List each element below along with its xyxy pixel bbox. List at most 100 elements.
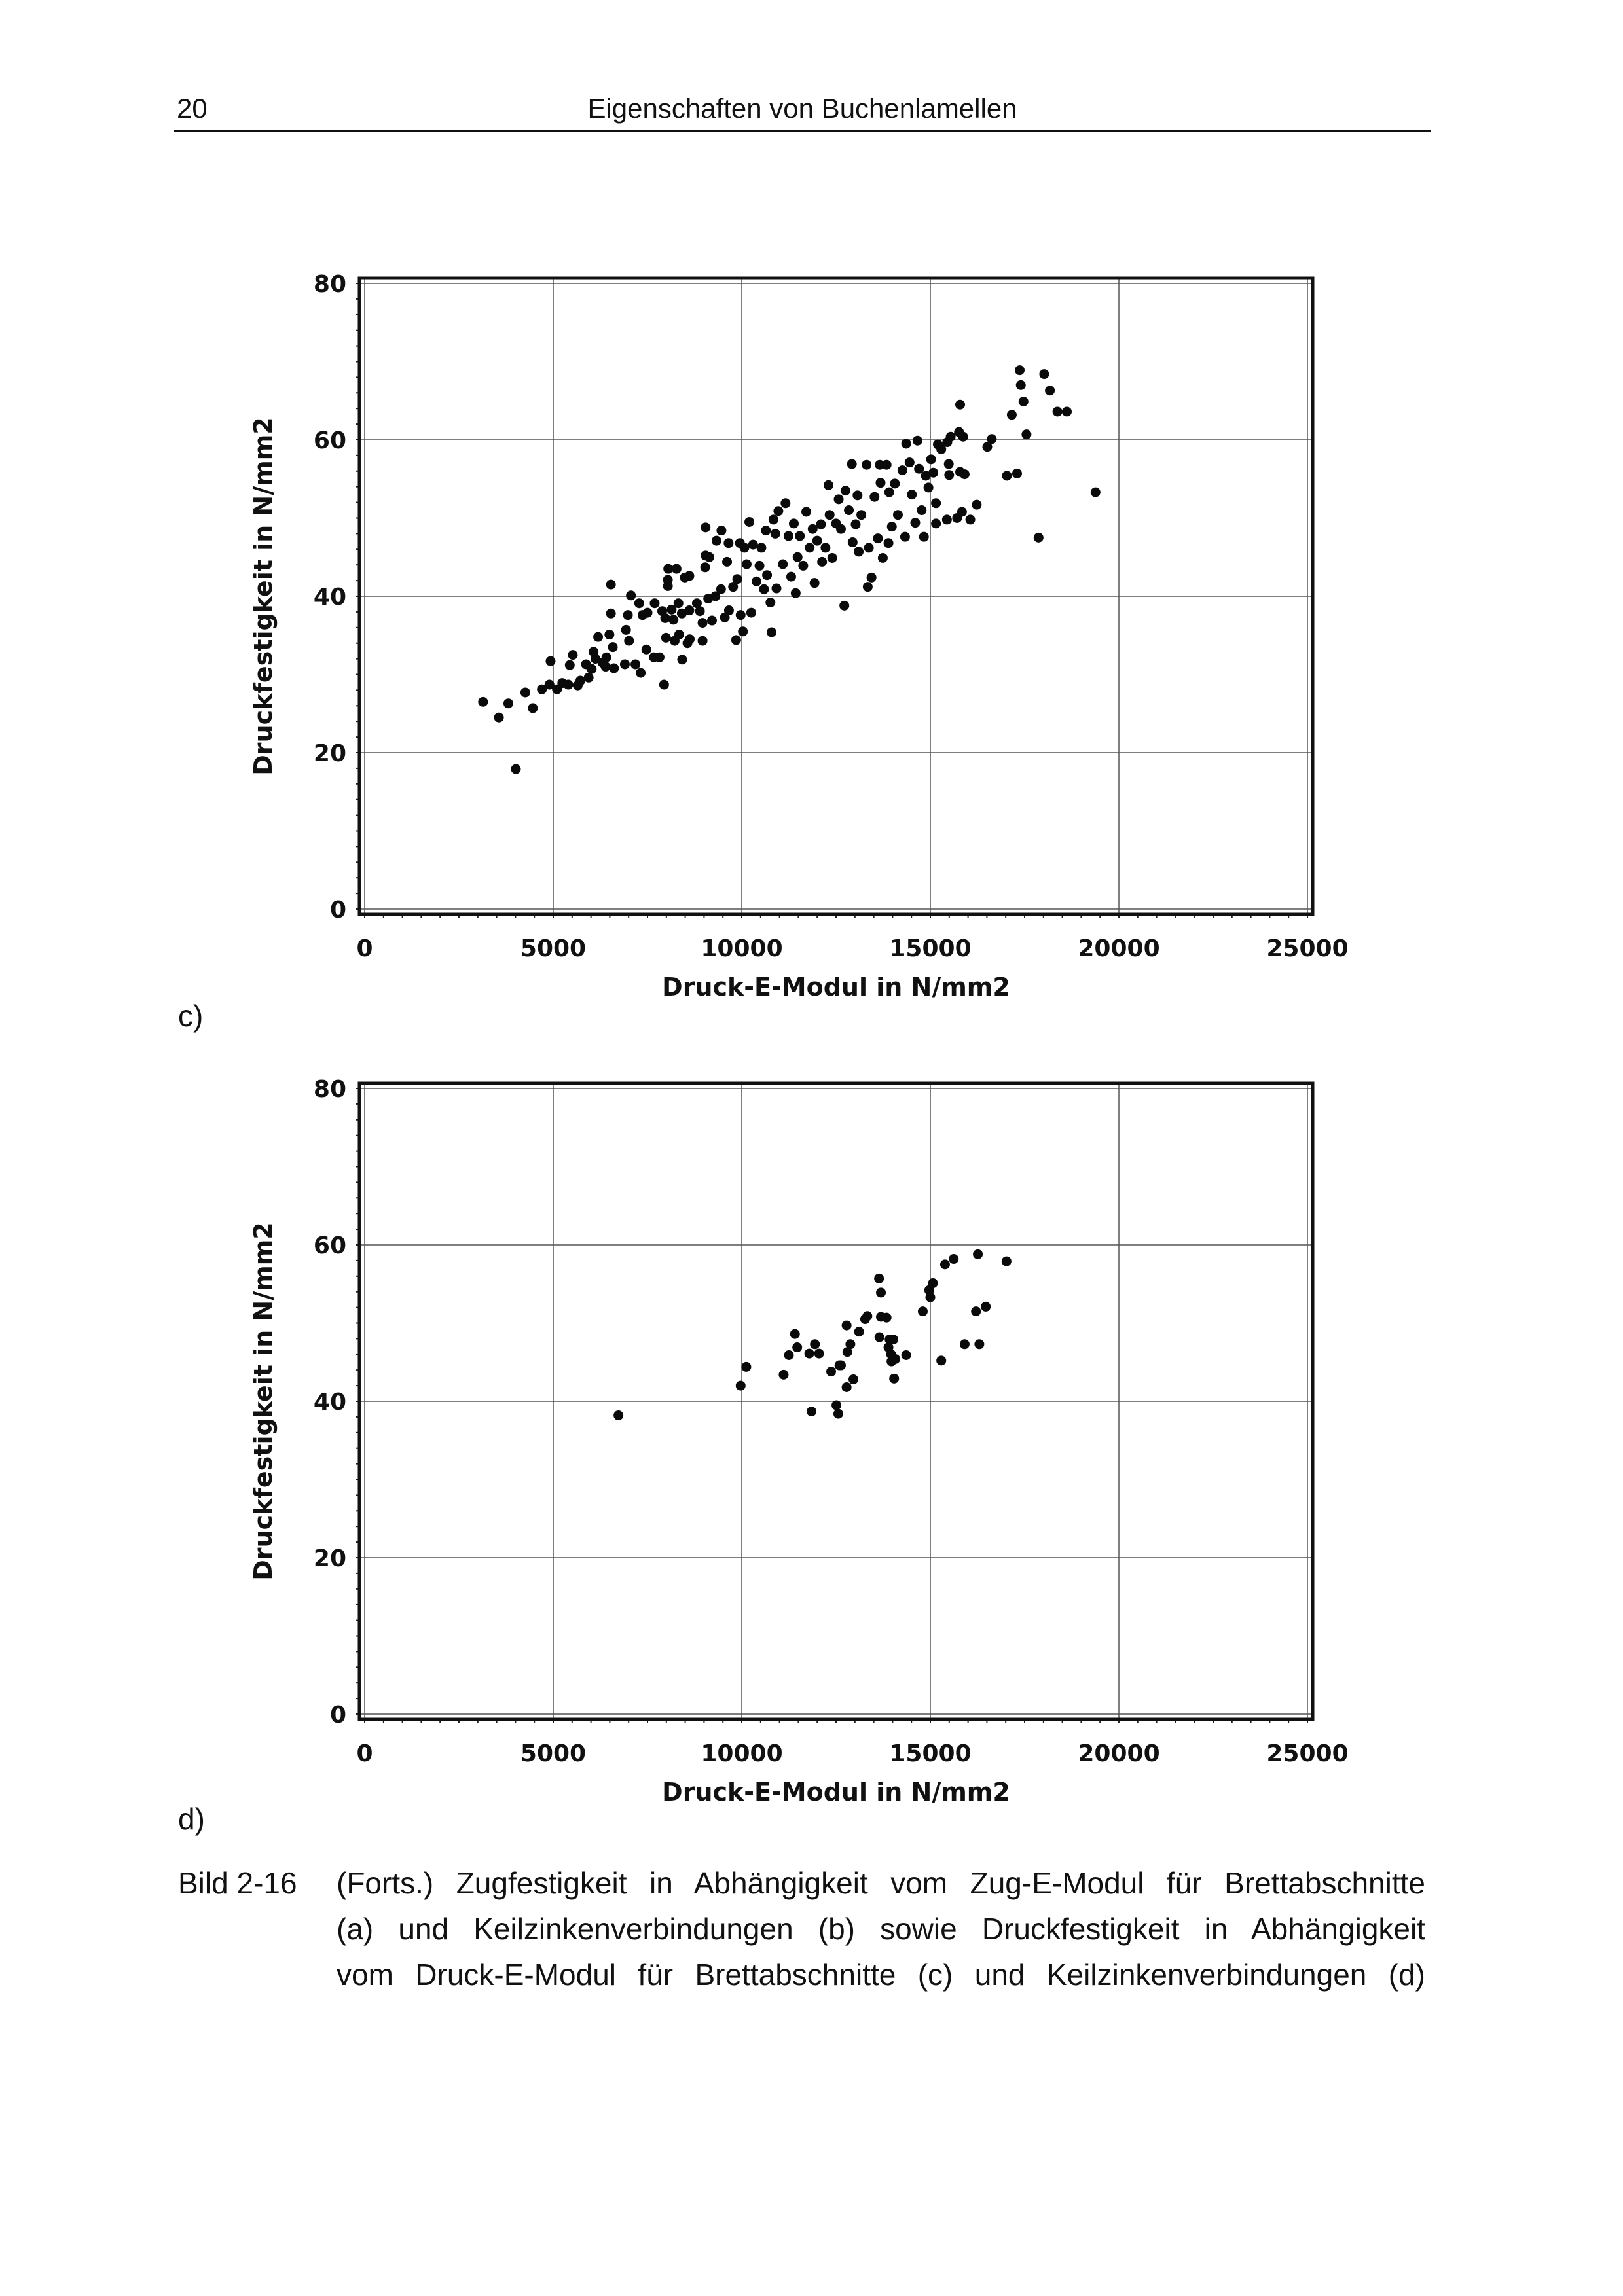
data-point: [957, 507, 967, 517]
y-tick-label: 0: [330, 1702, 346, 1729]
data-point: [695, 606, 705, 617]
scatter-chart-d: 0 5000 10000 15000 20000 25000 0 20 40 60 80 Druck-…: [249, 1076, 1349, 1806]
data-point: [792, 552, 803, 562]
x-tick-label: 20000: [1078, 1740, 1159, 1767]
data-point: [697, 618, 708, 628]
data-point: [824, 510, 835, 520]
y-tick-label: 60: [314, 1232, 346, 1259]
data-point: [671, 564, 682, 574]
data-point: [941, 514, 952, 525]
data-point: [621, 624, 631, 635]
data-point: [981, 1301, 991, 1312]
data-point: [1015, 365, 1025, 376]
data-point: [917, 1306, 928, 1317]
x-tick-label: 10000: [701, 935, 782, 962]
panel-label-d: d): [178, 1802, 205, 1836]
data-point: [1039, 369, 1049, 380]
data-point: [710, 591, 721, 601]
data-point: [563, 679, 574, 690]
data-point: [965, 514, 976, 525]
data-point: [700, 562, 710, 573]
data-point: [874, 1332, 884, 1342]
y-tick-label: 40: [314, 1389, 346, 1416]
data-point: [765, 598, 776, 608]
data-point: [840, 486, 850, 496]
data-point: [1012, 468, 1022, 478]
data-point: [875, 459, 885, 470]
x-tick-label: 5000: [520, 1740, 586, 1767]
data-point: [926, 454, 936, 465]
data-point: [654, 652, 665, 662]
data-point: [544, 679, 555, 690]
data-point: [974, 1339, 985, 1350]
data-point: [711, 535, 721, 546]
data-point: [606, 608, 616, 619]
data-point: [771, 583, 782, 594]
data-point: [807, 1407, 817, 1417]
plot-frame: [357, 1081, 1315, 1721]
data-point: [575, 675, 585, 686]
data-point: [814, 1348, 824, 1359]
x-tick-label: 0: [356, 1740, 373, 1767]
y-tick-label: 80: [314, 1076, 346, 1103]
data-point: [706, 615, 717, 626]
data-point: [619, 659, 630, 670]
data-point: [873, 533, 883, 544]
y-tick-label: 20: [314, 1545, 346, 1572]
data-point: [630, 659, 641, 670]
data-point: [912, 435, 922, 446]
data-point: [608, 642, 618, 653]
data-point: [1045, 386, 1055, 396]
data-point: [900, 531, 910, 542]
data-point: [854, 1327, 864, 1337]
y-tick-label: 40: [314, 584, 346, 611]
data-point: [732, 574, 742, 584]
data-point: [936, 444, 947, 454]
data-point: [852, 490, 863, 501]
data-point: [660, 613, 670, 623]
x-axis-label: Druck-E-Modul in N/mm2: [662, 1778, 1010, 1806]
data-point: [798, 560, 809, 571]
x-tick-label: 10000: [701, 1740, 782, 1767]
data-point: [949, 1254, 959, 1265]
data-point: [883, 538, 894, 548]
data-point: [925, 1292, 936, 1302]
x-tick-label: 25000: [1266, 1740, 1348, 1767]
data-point: [780, 498, 791, 509]
data-point: [907, 490, 917, 500]
data-point: [890, 1354, 900, 1364]
data-point: [674, 630, 684, 640]
data-point: [833, 1408, 843, 1419]
data-point: [723, 538, 734, 548]
data-point: [848, 1374, 858, 1385]
data-point: [921, 471, 931, 481]
data-point: [987, 434, 997, 444]
data-point: [786, 571, 796, 582]
data-point: [762, 570, 773, 581]
data-point: [1015, 380, 1026, 390]
data-point: [604, 630, 615, 640]
data-point: [756, 543, 767, 553]
data-point: [892, 510, 903, 520]
header-rule: [174, 130, 1431, 132]
data-point: [844, 505, 854, 516]
caption-label: Bild 2-16: [178, 1866, 297, 1900]
x-tick-label: 25000: [1266, 935, 1348, 962]
data-point: [856, 510, 867, 520]
x-tick-label: 20000: [1078, 935, 1159, 962]
data-point: [606, 579, 616, 590]
data-point: [790, 1329, 800, 1339]
data-point: [634, 598, 644, 609]
data-point: [923, 482, 934, 493]
data-point: [661, 632, 671, 643]
data-point: [587, 664, 597, 674]
data-point: [897, 465, 907, 476]
data-point: [601, 652, 611, 662]
x-tick-label: 15000: [889, 1740, 971, 1767]
data-point: [701, 522, 711, 533]
data-point: [778, 559, 788, 569]
data-point: [835, 524, 846, 534]
y-axis-label: Druckfestigkeit in N/mm2: [249, 417, 278, 776]
data-point: [503, 698, 513, 709]
data-point: [842, 1347, 852, 1357]
